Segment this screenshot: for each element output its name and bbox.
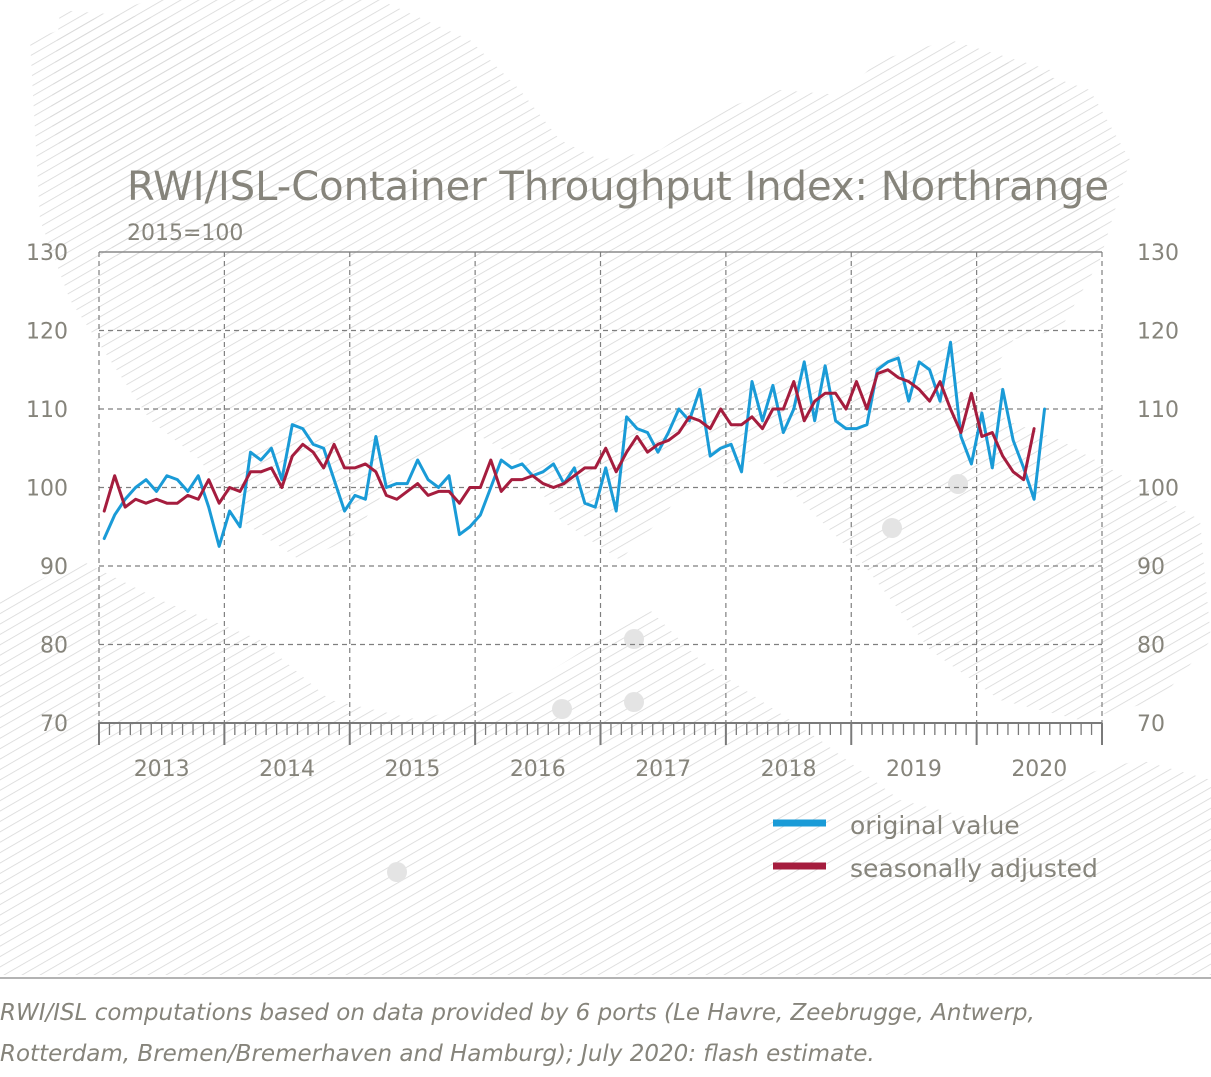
x-tick-label: 2019 [886,757,942,782]
legend-label-adjusted: seasonally adjusted [850,854,1098,883]
x-tick-label: 2014 [259,757,315,782]
x-tick-label: 2016 [510,757,566,782]
x-tick-label: 2020 [1011,757,1067,782]
legend-label-original: original value [850,811,1020,840]
y-tick-label-right: 110 [1137,398,1179,423]
source-note-line-1: RWI/ISL computations based on data provi… [0,1000,1035,1026]
y-tick-label-left: 80 [40,634,68,659]
y-tick-label-left: 110 [26,398,68,423]
map-shape-west [50,10,300,300]
x-axis-labels: 2013 2014 2015 2016 2017 2018 2019 2020 [134,757,1068,782]
y-tick-label-left: 70 [40,712,68,737]
x-tick-label: 2015 [384,757,440,782]
y-tick-label-right: 120 [1137,320,1179,345]
y-axis-right: 70 80 90 100 110 120 130 [1137,241,1179,737]
map-background [0,0,1211,975]
y-tick-label-right: 130 [1137,241,1179,266]
map-dot [948,474,968,494]
y-tick-label-right: 80 [1137,634,1165,659]
series [102,340,1047,548]
series-line-original [102,340,1047,548]
y-tick-label-right: 100 [1137,477,1179,502]
series-line-adjusted [102,368,1036,513]
map-dot [387,862,407,882]
y-tick-label-left: 120 [26,320,68,345]
source-note-line-2: Rotterdam, Bremen/Bremerhaven and Hambur… [0,1041,875,1067]
y-tick-label-left: 100 [26,477,68,502]
x-tick-label: 2018 [761,757,817,782]
legend: original value seasonally adjusted [773,811,1098,883]
map-dot [552,699,572,719]
y-tick-label-left: 130 [26,241,68,266]
map-shape-south [0,560,1211,975]
map-shape-east [900,60,1130,340]
y-tick-label-left: 90 [40,555,68,580]
map-dot [624,629,644,649]
x-tick-label: 2013 [134,757,190,782]
chart-title: RWI/ISL-Container Throughput Index: Nort… [127,164,1109,210]
x-tick-label: 2017 [635,757,691,782]
map-dot [882,518,902,538]
map-dot [624,692,644,712]
y-tick-label-right: 90 [1137,555,1165,580]
y-tick-label-right: 70 [1137,712,1165,737]
y-axis-left: 70 80 90 100 110 120 130 [26,241,68,737]
x-axis [98,722,1103,745]
chart-subtitle: 2015=100 [127,221,243,246]
